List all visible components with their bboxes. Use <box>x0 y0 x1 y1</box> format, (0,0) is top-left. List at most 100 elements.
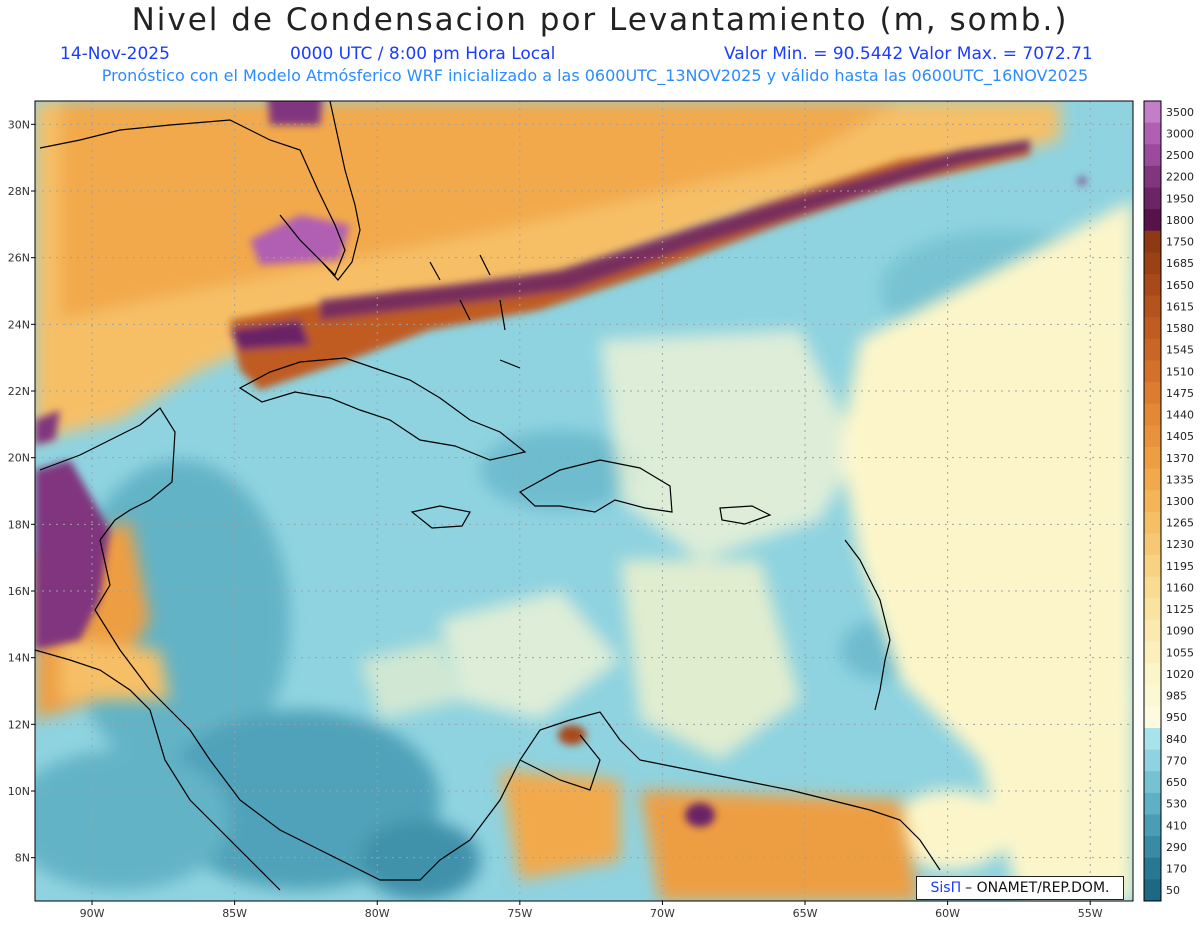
credit-text: – ONAMET/REP.DOM. <box>965 880 1110 896</box>
legend-label: 950 <box>1166 711 1187 724</box>
legend-swatch <box>1144 663 1161 686</box>
legend-swatch <box>1144 446 1161 470</box>
legend-label: 1300 <box>1166 495 1194 508</box>
legend-label: 1125 <box>1166 603 1194 616</box>
legend-swatch <box>1144 749 1161 772</box>
legend-label: 50 <box>1166 884 1180 897</box>
legend-label: 1440 <box>1166 409 1194 422</box>
lon-label: 65W <box>793 907 818 920</box>
legend-label: 1545 <box>1166 344 1194 357</box>
legend-label: 1265 <box>1166 517 1194 530</box>
legend-swatch <box>1144 706 1161 729</box>
legend-swatch <box>1144 360 1161 383</box>
lon-label: 90W <box>80 907 105 920</box>
legend-swatch <box>1144 187 1161 210</box>
legend-label: 1580 <box>1166 322 1194 335</box>
legend-label: 1370 <box>1166 452 1194 465</box>
legend-label: 1195 <box>1166 560 1194 573</box>
legend-label: 1750 <box>1166 236 1194 249</box>
legend-swatch <box>1144 165 1161 188</box>
legend-swatch <box>1144 122 1161 145</box>
legend-swatch <box>1144 814 1161 837</box>
valid-date: 14-Nov-2025 <box>60 44 170 64</box>
color-legend: 3500 3000 2500 2200 1950 1800 1750 1685 1650 1615… <box>1143 100 1194 902</box>
lon-label: 75W <box>507 907 532 920</box>
legend-label: 1950 <box>1166 192 1194 205</box>
legend-swatch <box>1144 619 1161 643</box>
legend-swatch <box>1144 598 1161 621</box>
latitude-labels: 30N 28N 26N 24N 22N 20N 18N 16N 14N 12N 10N 8N <box>8 118 35 865</box>
credit-brand: SisΠ <box>930 880 962 896</box>
legend-swatch <box>1144 403 1161 426</box>
legend-label: 2500 <box>1166 149 1194 162</box>
legend-swatch <box>1144 555 1161 578</box>
legend-label: 1020 <box>1166 668 1194 681</box>
lon-label: 85W <box>222 907 247 920</box>
legend-label: 1160 <box>1166 581 1194 594</box>
legend-label: 1335 <box>1166 473 1194 486</box>
lat-label: 30N <box>8 118 30 131</box>
legend-swatch <box>1144 425 1161 448</box>
legend-label: 1090 <box>1166 625 1194 638</box>
legend-label: 3000 <box>1166 127 1194 140</box>
lat-label: 24N <box>8 318 30 331</box>
legend-swatch <box>1144 576 1161 599</box>
legend-swatch <box>1144 252 1161 275</box>
lat-label: 12N <box>8 718 30 731</box>
lat-label: 8N <box>15 852 30 865</box>
legend-swatch <box>1144 857 1161 880</box>
lat-label: 10N <box>8 785 30 798</box>
legend-swatch <box>1144 641 1161 664</box>
coastlines <box>35 101 941 891</box>
lat-label: 20N <box>8 452 30 465</box>
legend-swatch <box>1144 511 1161 534</box>
legend-swatch <box>1144 490 1161 513</box>
legend-label: 2200 <box>1166 171 1194 184</box>
legend-label: 985 <box>1166 690 1187 703</box>
legend-label: 530 <box>1166 798 1187 811</box>
page-title: Nivel de Condensacion por Levantamiento … <box>131 2 1069 38</box>
legend-label: 1475 <box>1166 387 1194 400</box>
lat-label: 16N <box>8 585 30 598</box>
legend-label: 1650 <box>1166 279 1194 292</box>
longitude-labels: 90W 85W 80W 75W 70W 65W 60W 55W <box>80 901 1103 920</box>
legend-swatch <box>1144 295 1161 318</box>
lon-label: 80W <box>365 907 390 920</box>
legend-swatch <box>1144 684 1161 707</box>
legend-swatch <box>1144 209 1161 232</box>
legend-swatch <box>1144 144 1161 167</box>
legend-label: 650 <box>1166 776 1187 789</box>
legend-swatch <box>1144 468 1161 491</box>
credit-box: SisΠ – ONAMET/REP.DOM. <box>916 876 1124 900</box>
lat-label: 26N <box>8 252 30 265</box>
legend-swatch <box>1144 879 1161 902</box>
lat-label: 18N <box>8 518 30 531</box>
graticule <box>35 101 1133 901</box>
legend-swatch <box>1144 230 1161 253</box>
legend-label: 840 <box>1166 733 1187 746</box>
legend-label: 3500 <box>1166 106 1194 119</box>
legend-label: 1405 <box>1166 430 1194 443</box>
model-subtitle: Pronóstico con el Modelo Atmósferico WRF… <box>101 66 1089 85</box>
lon-label: 60W <box>935 907 960 920</box>
legend-label: 1685 <box>1166 257 1194 270</box>
map-frame <box>34 100 1134 902</box>
lat-label: 28N <box>8 185 30 198</box>
legend-swatch <box>1144 533 1161 556</box>
legend-swatch <box>1144 338 1161 361</box>
legend-swatch <box>1144 273 1161 297</box>
legend-label: 1055 <box>1166 646 1194 659</box>
legend-label: 1510 <box>1166 365 1194 378</box>
legend-label: 770 <box>1166 754 1187 767</box>
legend-swatch <box>1144 101 1161 124</box>
lon-label: 55W <box>1078 907 1103 920</box>
value-range: Valor Min. = 90.5442 Valor Max. = 7072.7… <box>724 44 1093 64</box>
legend-swatch <box>1144 317 1161 340</box>
lat-label: 22N <box>8 385 30 398</box>
legend-label: 290 <box>1166 841 1187 854</box>
legend-swatch <box>1144 771 1161 794</box>
legend-label: 170 <box>1166 863 1187 876</box>
legend-label: 1800 <box>1166 214 1194 227</box>
legend-swatch <box>1144 728 1161 751</box>
legend-label: 1230 <box>1166 538 1194 551</box>
